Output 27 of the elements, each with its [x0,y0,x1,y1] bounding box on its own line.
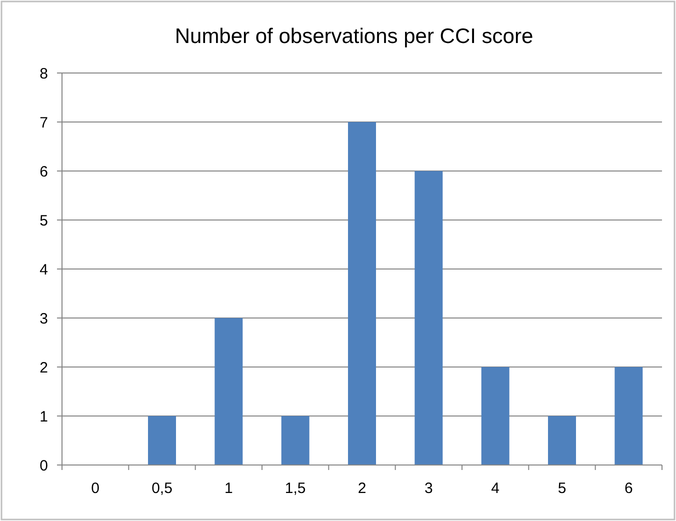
x-tick-label: 4 [491,480,500,497]
bar [548,416,576,465]
x-tick-label: 1 [224,480,233,497]
bar [481,367,510,465]
chart-title: Number of observations per CCI score [174,25,534,48]
x-tick-label: 0 [91,480,100,497]
x-tick-label: 1,5 [284,480,306,497]
bar [614,367,643,465]
bar [148,416,176,465]
y-tick-label: 1 [40,408,48,426]
x-tick-label: 6 [624,480,633,497]
bar [348,122,376,465]
y-tick-label: 7 [40,114,48,132]
bar [281,416,310,465]
y-tick-label: 4 [40,261,48,278]
bar [214,318,243,465]
x-tick-label: 2 [358,480,366,497]
x-tick-label: 5 [558,480,566,497]
bar [414,171,443,465]
y-tick-label: 8 [40,65,48,82]
y-tick-label: 2 [40,359,48,376]
x-tick-label: 3 [424,480,433,497]
y-tick-label: 5 [40,212,48,230]
y-tick-label: 0 [40,457,48,474]
x-tick-label: 0,5 [152,480,172,497]
y-tick-label: 6 [40,163,48,180]
y-tick-label: 3 [40,310,48,328]
